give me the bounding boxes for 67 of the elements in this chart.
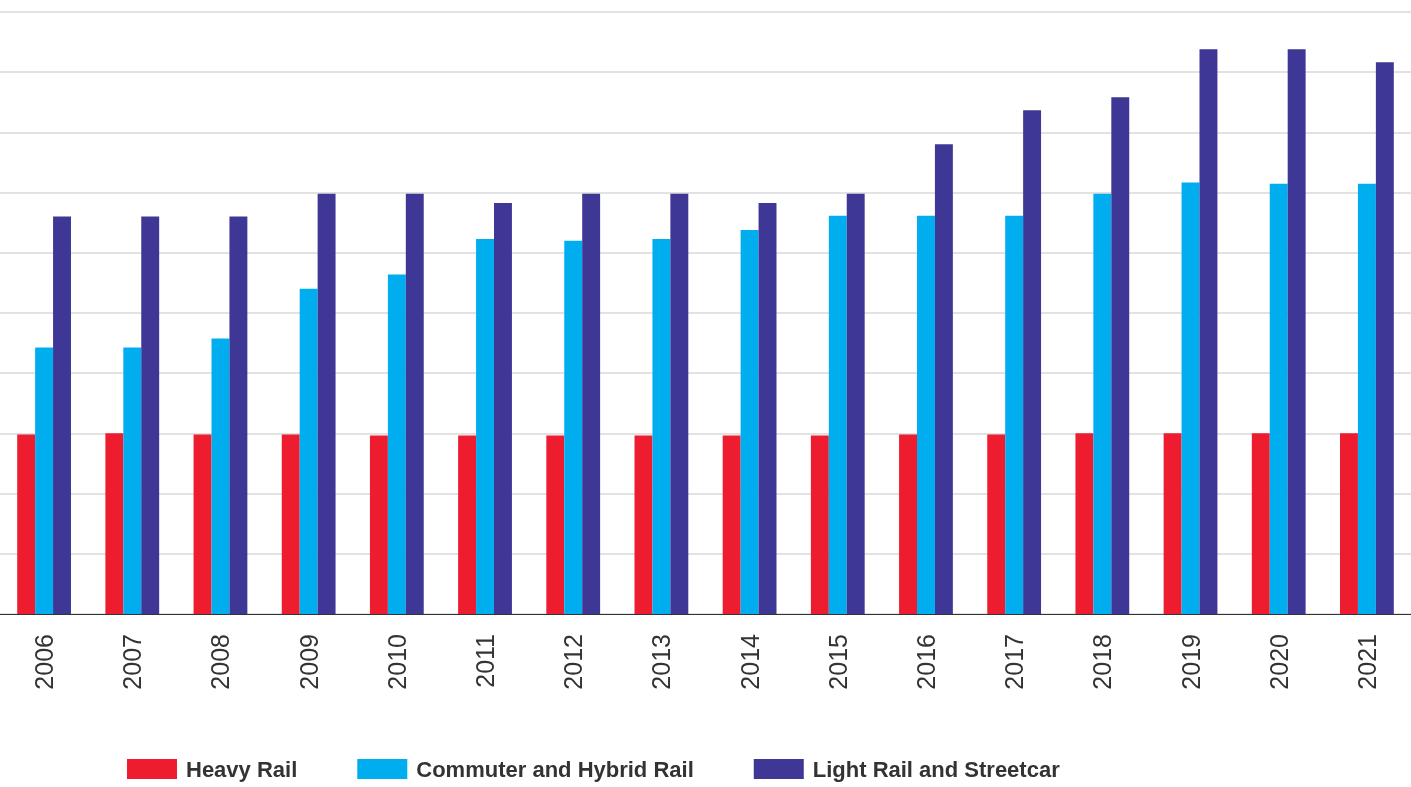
bar: [917, 215, 935, 614]
x-tick-label: 2018: [1088, 634, 1117, 690]
bar: [1023, 110, 1042, 614]
bar: [405, 193, 424, 614]
bar: [564, 240, 583, 614]
x-tick-label: 2021: [1352, 634, 1381, 690]
x-tick-label: 2014: [735, 633, 764, 690]
bar: [476, 239, 494, 614]
bar: [229, 216, 248, 614]
x-tick-label: 2007: [118, 634, 147, 690]
bar: [387, 274, 406, 614]
bar: [105, 433, 124, 614]
bar: [1287, 49, 1306, 614]
x-tick-label: 2017: [1000, 634, 1029, 690]
bar: [123, 347, 142, 614]
x-tick-label: 2016: [911, 634, 940, 690]
bar: [1357, 183, 1376, 614]
x-tick-label: 2020: [1264, 634, 1293, 690]
x-tick-label: 2009: [294, 634, 323, 690]
bar: [846, 193, 865, 614]
bar: [546, 435, 565, 614]
x-tick-label: 2013: [647, 634, 676, 690]
bar: [1340, 433, 1358, 614]
bar: [670, 193, 689, 614]
bar: [317, 193, 336, 614]
bar: [758, 202, 777, 614]
bar: [17, 434, 36, 614]
legend-label: Commuter and Hybrid Rail: [416, 756, 694, 782]
bar: [1093, 193, 1112, 614]
bar: [582, 193, 601, 614]
bar: [211, 338, 230, 614]
bar: [810, 435, 829, 614]
bar: [987, 434, 1006, 614]
bar: [1199, 49, 1218, 614]
bar: [899, 434, 917, 614]
x-tick-label: 2015: [823, 634, 852, 690]
bar: [934, 144, 953, 614]
x-tick-label: 2008: [206, 634, 235, 690]
x-tick-label: 2011: [471, 634, 500, 688]
bar: [141, 216, 160, 614]
bar: [1163, 433, 1182, 614]
bar: [652, 239, 671, 614]
bar: [1269, 183, 1288, 614]
bar: [722, 435, 741, 614]
bar: [1005, 215, 1024, 614]
x-tick-label: 2010: [382, 634, 411, 690]
bar: [53, 216, 71, 614]
bar: [281, 434, 300, 614]
bar: [1075, 433, 1094, 614]
x-tick-label: 2012: [559, 634, 588, 690]
bar: [369, 435, 388, 614]
bar: [35, 347, 54, 614]
bar: [740, 229, 759, 614]
x-tick-label: 2006: [30, 634, 59, 690]
bar: [299, 288, 318, 614]
x-tick-label: 2019: [1176, 634, 1205, 690]
legend-label: Light Rail and Streetcar: [812, 756, 1061, 782]
bar: [458, 435, 477, 614]
bar: [1375, 62, 1394, 614]
bar: [1111, 97, 1130, 614]
bar: [1251, 433, 1270, 614]
bar: [193, 434, 212, 614]
bar: [1181, 182, 1200, 614]
legend-label: Heavy Rail: [186, 756, 298, 782]
bar: [634, 435, 653, 614]
bar: [828, 215, 847, 614]
bar: [494, 202, 512, 614]
